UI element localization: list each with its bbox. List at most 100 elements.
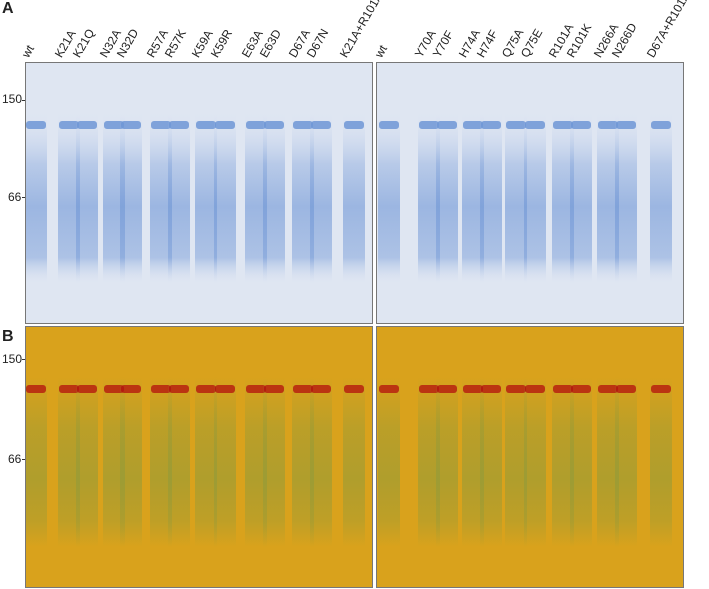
gel-a-left-band-11	[293, 121, 313, 129]
gel-a-left-lane-3	[103, 113, 125, 283]
gel-b-right-lane-5	[505, 377, 527, 547]
gel-b-right-band-3	[463, 385, 483, 393]
gel-a-left-band-13	[344, 121, 364, 129]
gel-a-left-band-2	[77, 121, 97, 129]
gel-b-left-lane-6	[168, 377, 190, 547]
gel-a-left-lane-1	[58, 113, 80, 283]
gel-b-left-lane-3	[103, 377, 125, 547]
right-lane-label-11: D67A+R101A	[643, 0, 693, 60]
gel-a-left-lane-2	[76, 113, 98, 283]
gel-b-left-band-7	[196, 385, 216, 393]
gel-a-left-band-7	[196, 121, 216, 129]
gel-a-left-band-8	[215, 121, 235, 129]
gel-b-left-band-3	[104, 385, 124, 393]
gel-a-right-lane-2	[436, 113, 458, 283]
gel-a-right-band-0	[379, 121, 399, 129]
gel-b-left-band-0	[26, 385, 46, 393]
gel-b-right-lane-9	[597, 377, 619, 547]
gel-b-left-band-6	[169, 385, 189, 393]
gel-b-right-lane-7	[552, 377, 574, 547]
gel-a-left-band-3	[104, 121, 124, 129]
gel-a-left-band-4	[121, 121, 141, 129]
gel-a-left-lane-6	[168, 113, 190, 283]
gel-b-right-lane-2	[436, 377, 458, 547]
gel-a-right-band-5	[506, 121, 526, 129]
gel-a-left-lane-10	[263, 113, 285, 283]
gel-b-left-lane-5	[150, 377, 172, 547]
gel-a-left-lane-0	[26, 113, 47, 283]
gel-a-left-lane-4	[120, 113, 142, 283]
gel-a-left-lane-5	[150, 113, 172, 283]
marker-66-b: 66	[8, 452, 22, 466]
gel-b-right-band-10	[616, 385, 636, 393]
gel-a-left-lane-13	[343, 113, 365, 283]
gel-b-left-lane-0	[26, 377, 47, 547]
gel-a-left-band-9	[246, 121, 266, 129]
gel-b-right-band-5	[506, 385, 526, 393]
gel-b-right-lane-0	[378, 377, 400, 547]
gel-b-left-band-8	[215, 385, 235, 393]
gel-b-right-band-4	[481, 385, 501, 393]
gel-a-left-band-5	[151, 121, 171, 129]
gel-b-left-band-13	[344, 385, 364, 393]
gel-b-right-band-7	[553, 385, 573, 393]
gel-a-left-band-10	[264, 121, 284, 129]
gel-b-left-band-12	[311, 385, 331, 393]
gel-a-right-band-9	[598, 121, 618, 129]
gel-a-right-lane-10	[615, 113, 637, 283]
gel-a-right-lane-7	[552, 113, 574, 283]
gel-b-right-band-6	[525, 385, 545, 393]
gel-a-left-band-1	[59, 121, 79, 129]
gel-a-right-band-4	[481, 121, 501, 129]
gel-b-right-lane-6	[524, 377, 546, 547]
gel-a-right-band-2	[437, 121, 457, 129]
gel-a-right-band-11	[651, 121, 671, 129]
gel-b-left-band-2	[77, 385, 97, 393]
gel-a-left-band-0	[26, 121, 46, 129]
gel-a-left-lane-8	[214, 113, 236, 283]
gel-b-right-band-11	[651, 385, 671, 393]
marker-150-b: 150	[2, 352, 23, 366]
gel-a-right-lane-0	[378, 113, 400, 283]
gel-a-right-lane-4	[480, 113, 502, 283]
gel-b-right-band-1	[419, 385, 439, 393]
gel-a-right-lane-8	[570, 113, 592, 283]
gel-b-left-band-9	[246, 385, 266, 393]
gel-b-left-lane-11	[292, 377, 314, 547]
gel-b-left	[25, 326, 373, 588]
gel-a-right-lane-11	[650, 113, 672, 283]
gel-b-left-lane-8	[214, 377, 236, 547]
gel-b-right-band-8	[571, 385, 591, 393]
gel-a-left-lane-9	[245, 113, 267, 283]
gel-a-left-lane-7	[195, 113, 217, 283]
gel-a-right-band-3	[463, 121, 483, 129]
gel-b-right-lane-8	[570, 377, 592, 547]
heme-gel-left	[26, 327, 372, 587]
left-lane-label-0: wt	[18, 42, 37, 60]
gel-a-right-band-6	[525, 121, 545, 129]
gel-a-right-lane-1	[418, 113, 440, 283]
gel-b-left-lane-4	[120, 377, 142, 547]
gel-a-right-band-7	[553, 121, 573, 129]
gel-a-left-band-12	[311, 121, 331, 129]
gel-b-left-lane-9	[245, 377, 267, 547]
gel-b-right-band-0	[379, 385, 399, 393]
gel-a-right-band-10	[616, 121, 636, 129]
marker-66-a: 66	[8, 190, 22, 204]
gel-b-left-band-10	[264, 385, 284, 393]
gel-a-right-lane-5	[505, 113, 527, 283]
gel-b-right-lane-4	[480, 377, 502, 547]
gel-b-right-lane-10	[615, 377, 637, 547]
gel-b-right-lane-3	[462, 377, 484, 547]
gel-a-right-lane-3	[462, 113, 484, 283]
gel-a-left-lane-11	[292, 113, 314, 283]
coomassie-gel-right	[377, 63, 683, 323]
coomassie-gel-left	[26, 63, 372, 323]
gel-a-right	[376, 62, 684, 324]
gel-a-right-lane-6	[524, 113, 546, 283]
gel-b-left-lane-13	[343, 377, 365, 547]
gel-a-left	[25, 62, 373, 324]
gel-a-left-band-6	[169, 121, 189, 129]
gel-b-left-lane-7	[195, 377, 217, 547]
gel-b-right-band-9	[598, 385, 618, 393]
